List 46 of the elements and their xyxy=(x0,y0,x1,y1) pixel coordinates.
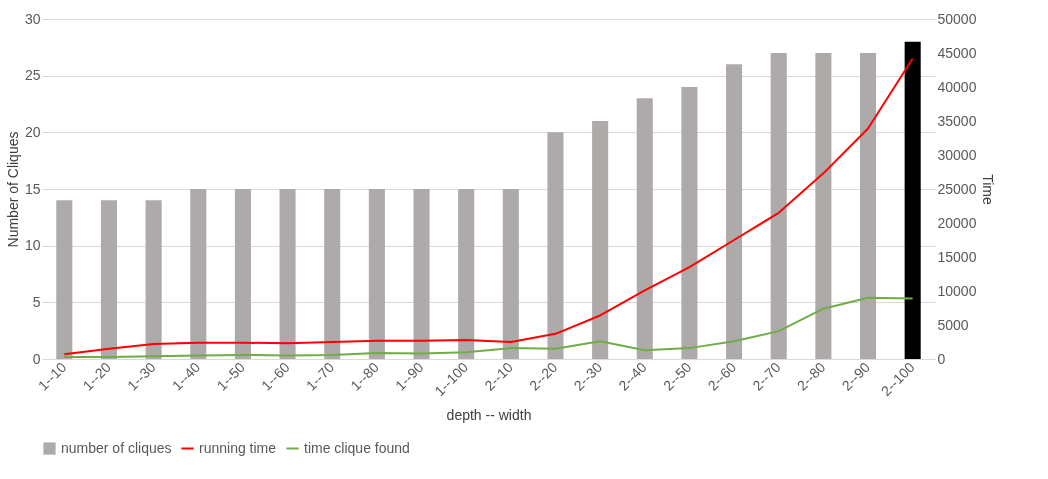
y-tick-label: 15 xyxy=(24,180,41,197)
y2-tick-label: 20000 xyxy=(937,214,977,231)
x-axis-title: depth -- width xyxy=(446,407,532,424)
y-tick-label: 25 xyxy=(24,67,41,84)
y-tick-label: 30 xyxy=(24,10,41,27)
y2-tick-label: 50000 xyxy=(937,10,977,27)
bar xyxy=(859,53,877,359)
y2-tick-label: 45000 xyxy=(937,44,977,61)
bar xyxy=(368,189,385,359)
bar xyxy=(770,53,787,359)
y-tick-label: 10 xyxy=(24,237,41,254)
bar xyxy=(413,189,430,359)
y2-axis-title: Time xyxy=(980,174,997,206)
bar xyxy=(904,41,921,359)
bar xyxy=(502,189,519,359)
bar xyxy=(815,53,832,359)
line-series xyxy=(63,296,914,358)
y2-tick-label: 0 xyxy=(937,350,946,367)
bar xyxy=(190,189,207,359)
legend-label: number of cliques xyxy=(61,439,172,456)
y-axis-title: Number of Cliques xyxy=(4,131,21,248)
y2-tick-label: 5000 xyxy=(937,316,969,333)
bar xyxy=(56,200,73,359)
bar xyxy=(592,121,609,359)
bar xyxy=(324,189,341,359)
bar xyxy=(145,200,162,359)
bar xyxy=(458,189,475,359)
line-series xyxy=(63,57,914,356)
bar xyxy=(726,64,743,359)
y-tick-label: 0 xyxy=(32,350,41,367)
y2-tick-label: 35000 xyxy=(937,112,977,129)
bar xyxy=(234,189,251,359)
legend-label: time clique found xyxy=(304,439,410,456)
legend-label: running time xyxy=(199,439,277,456)
y2-tick-label: 25000 xyxy=(937,180,977,197)
y2-tick-label: 10000 xyxy=(937,282,977,299)
bar xyxy=(681,87,698,359)
y-tick-label: 5 xyxy=(32,293,41,310)
bar xyxy=(279,189,296,359)
bar xyxy=(636,98,653,359)
y2-tick-label: 15000 xyxy=(937,248,977,265)
y-tick-label: 20 xyxy=(24,123,41,140)
bar xyxy=(547,132,564,359)
bar xyxy=(100,200,118,359)
y2-tick-label: 30000 xyxy=(937,146,977,163)
y2-tick-label: 40000 xyxy=(937,78,977,95)
